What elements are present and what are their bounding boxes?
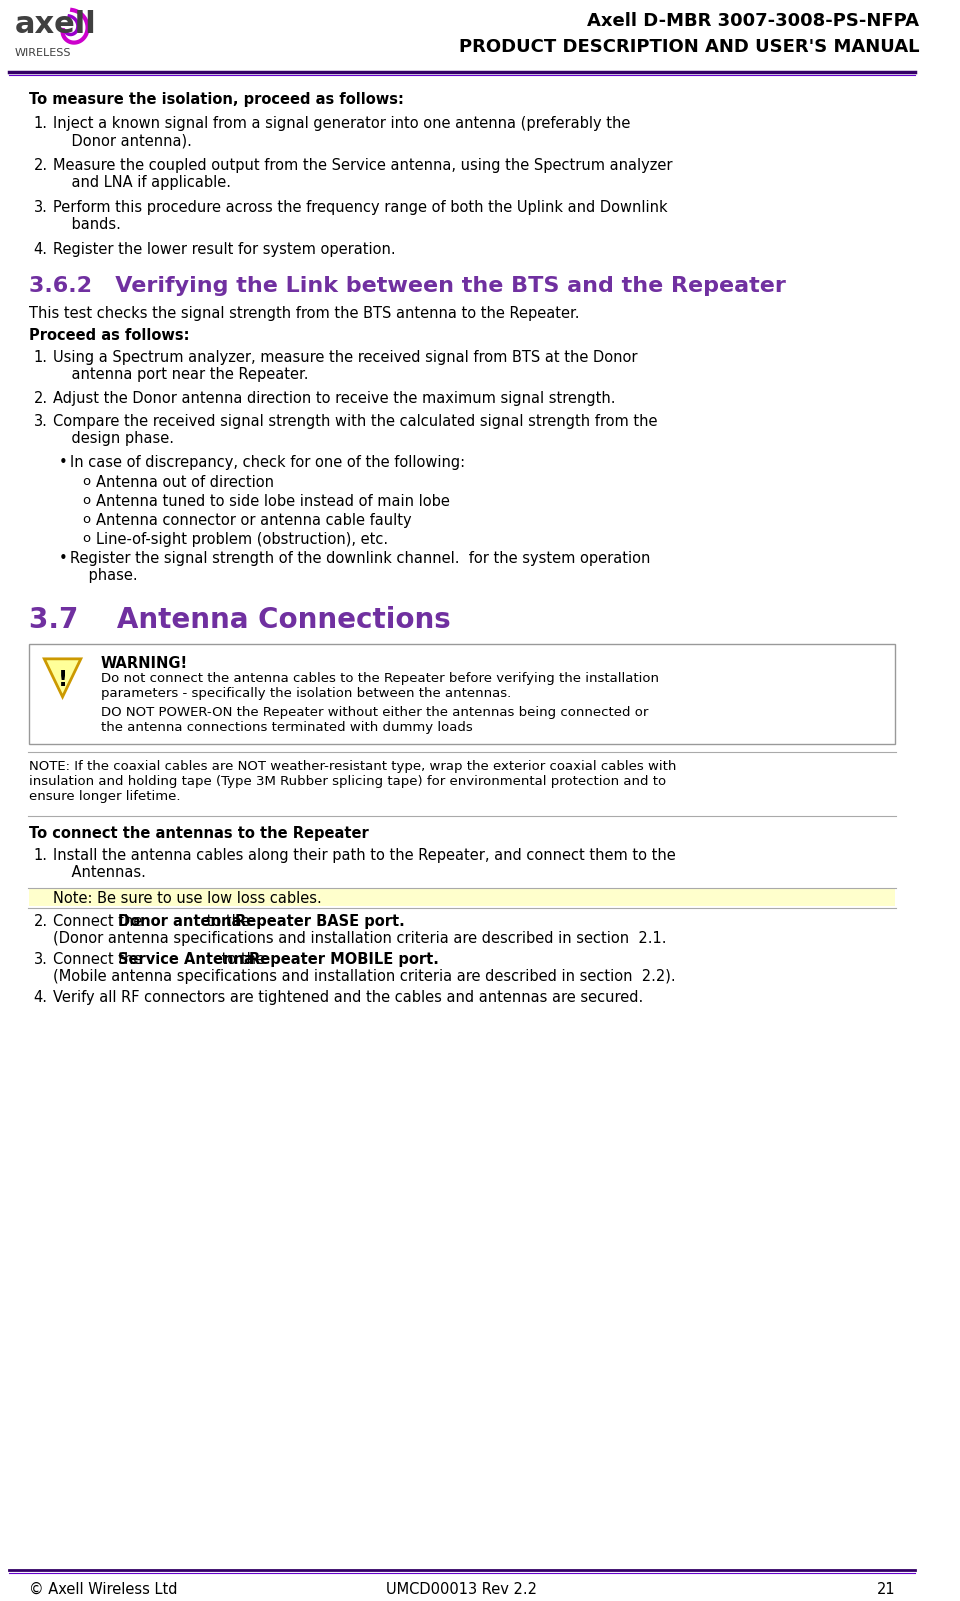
Text: o: o bbox=[82, 475, 90, 488]
Text: 3.6.2   Verifying the Link between the BTS and the Repeater: 3.6.2 Verifying the Link between the BTS… bbox=[29, 275, 785, 296]
Text: (Mobile antenna specifications and installation criteria are described in sectio: (Mobile antenna specifications and insta… bbox=[53, 969, 676, 983]
Text: WARNING!: WARNING! bbox=[101, 656, 188, 671]
FancyBboxPatch shape bbox=[29, 889, 895, 906]
Text: Antenna tuned to side lobe instead of main lobe: Antenna tuned to side lobe instead of ma… bbox=[96, 493, 450, 509]
Text: to the: to the bbox=[217, 951, 269, 967]
Text: Repeater BASE port.: Repeater BASE port. bbox=[235, 914, 404, 929]
Text: •: • bbox=[59, 455, 67, 471]
Text: Axell D-MBR 3007-3008-PS-NFPA: Axell D-MBR 3007-3008-PS-NFPA bbox=[588, 11, 919, 30]
Text: Connect the: Connect the bbox=[53, 951, 147, 967]
Text: 4.: 4. bbox=[34, 242, 48, 256]
Text: Adjust the Donor antenna direction to receive the maximum signal strength.: Adjust the Donor antenna direction to re… bbox=[53, 391, 615, 407]
Text: 4.: 4. bbox=[34, 989, 48, 1005]
Text: o: o bbox=[82, 512, 90, 525]
Polygon shape bbox=[44, 660, 81, 696]
Text: Antenna connector or antenna cable faulty: Antenna connector or antenna cable fault… bbox=[96, 512, 412, 528]
Text: !: ! bbox=[58, 669, 67, 690]
Text: Repeater MOBILE port.: Repeater MOBILE port. bbox=[250, 951, 439, 967]
Text: PRODUCT DESCRIPTION AND USER'S MANUAL: PRODUCT DESCRIPTION AND USER'S MANUAL bbox=[459, 38, 919, 56]
Text: NOTE: If the coaxial cables are NOT weather-resistant type, wrap the exterior co: NOTE: If the coaxial cables are NOT weat… bbox=[29, 760, 676, 802]
Text: Register the signal strength of the downlink channel.  for the system operation
: Register the signal strength of the down… bbox=[70, 551, 651, 583]
Text: This test checks the signal strength from the BTS antenna to the Repeater.: This test checks the signal strength fro… bbox=[29, 306, 580, 320]
Text: Donor antenna: Donor antenna bbox=[118, 914, 242, 929]
Text: 3.: 3. bbox=[34, 415, 48, 429]
Text: Perform this procedure across the frequency range of both the Uplink and Downlin: Perform this procedure across the freque… bbox=[53, 200, 667, 232]
Text: Measure the coupled output from the Service antenna, using the Spectrum analyzer: Measure the coupled output from the Serv… bbox=[53, 158, 672, 191]
Text: Inject a known signal from a signal generator into one antenna (preferably the
 : Inject a known signal from a signal gene… bbox=[53, 115, 631, 149]
Text: 1.: 1. bbox=[34, 351, 48, 365]
Text: 3.: 3. bbox=[34, 200, 48, 215]
Text: 3.: 3. bbox=[34, 951, 48, 967]
Text: 2.: 2. bbox=[34, 158, 48, 173]
Text: o: o bbox=[82, 532, 90, 544]
Text: Verify all RF connectors are tightened and the cables and antennas are secured.: Verify all RF connectors are tightened a… bbox=[53, 989, 643, 1005]
Text: UMCD00013 Rev 2.2: UMCD00013 Rev 2.2 bbox=[387, 1582, 538, 1596]
Text: 1.: 1. bbox=[34, 115, 48, 131]
Text: Do not connect the antenna cables to the Repeater before verifying the installat: Do not connect the antenna cables to the… bbox=[101, 672, 660, 700]
Text: Connect the: Connect the bbox=[53, 914, 147, 929]
Text: Install the antenna cables along their path to the Repeater, and connect them to: Install the antenna cables along their p… bbox=[53, 849, 676, 881]
Text: In case of discrepancy, check for one of the following:: In case of discrepancy, check for one of… bbox=[70, 455, 466, 471]
Text: To connect the antennas to the Repeater: To connect the antennas to the Repeater bbox=[29, 826, 369, 841]
Text: Using a Spectrum analyzer, measure the received signal from BTS at the Donor
   : Using a Spectrum analyzer, measure the r… bbox=[53, 351, 637, 383]
Text: Antenna out of direction: Antenna out of direction bbox=[96, 475, 275, 490]
Text: Service Antenna: Service Antenna bbox=[118, 951, 254, 967]
Text: 2.: 2. bbox=[34, 914, 48, 929]
Text: To measure the isolation, proceed as follows:: To measure the isolation, proceed as fol… bbox=[29, 91, 404, 107]
FancyBboxPatch shape bbox=[29, 644, 895, 744]
Text: Proceed as follows:: Proceed as follows: bbox=[29, 328, 189, 343]
Text: 1.: 1. bbox=[34, 849, 48, 863]
Text: 21: 21 bbox=[876, 1582, 895, 1596]
Text: Line-of-sight problem (obstruction), etc.: Line-of-sight problem (obstruction), etc… bbox=[96, 532, 389, 548]
Text: 3.7    Antenna Connections: 3.7 Antenna Connections bbox=[29, 605, 450, 634]
Text: WIRELESS: WIRELESS bbox=[14, 48, 71, 58]
Text: •: • bbox=[59, 551, 67, 565]
Text: DO NOT POWER-ON the Repeater without either the antennas being connected or
the : DO NOT POWER-ON the Repeater without eit… bbox=[101, 706, 648, 733]
Text: 2.: 2. bbox=[34, 391, 48, 407]
Text: (Donor antenna specifications and installation criteria are described in section: (Donor antenna specifications and instal… bbox=[53, 930, 666, 946]
Text: Compare the received signal strength with the calculated signal strength from th: Compare the received signal strength wit… bbox=[53, 415, 658, 447]
Text: Note: Be sure to use low loss cables.: Note: Be sure to use low loss cables. bbox=[53, 890, 322, 906]
Text: Register the lower result for system operation.: Register the lower result for system ope… bbox=[53, 242, 396, 256]
Text: o: o bbox=[82, 493, 90, 508]
Text: © Axell Wireless Ltd: © Axell Wireless Ltd bbox=[29, 1582, 178, 1596]
Text: to the: to the bbox=[203, 914, 254, 929]
Text: axell: axell bbox=[14, 10, 96, 38]
